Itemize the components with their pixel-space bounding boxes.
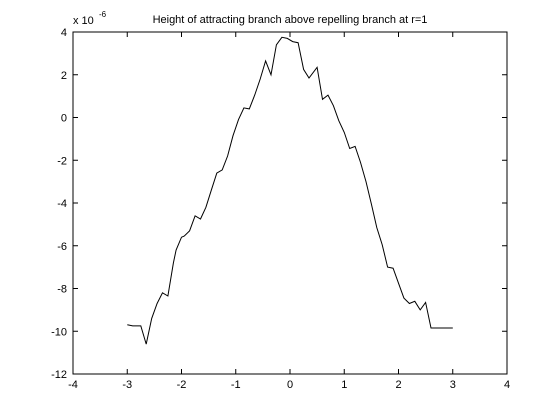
x-tick-label: 1 — [341, 379, 347, 391]
y-multiplier-exponent: -6 — [99, 10, 107, 19]
y-tick-label: 0 — [61, 113, 67, 125]
y-tick-label: -2 — [57, 155, 67, 167]
chart-title: Height of attracting branch above repell… — [153, 14, 428, 26]
y-tick-label: 4 — [61, 27, 67, 39]
x-tick-label: -4 — [68, 379, 78, 391]
x-tick-label: 3 — [450, 379, 456, 391]
y-tick-label: -8 — [57, 284, 67, 296]
x-tick-label: 4 — [504, 379, 510, 391]
y-multiplier-base: x 10 — [73, 15, 94, 27]
y-tick-label: -12 — [51, 369, 67, 381]
y-tick-label: -6 — [57, 241, 67, 253]
y-tick-label: 2 — [61, 70, 67, 82]
y-tick-label: -10 — [51, 326, 67, 338]
x-tick-label: -3 — [122, 379, 132, 391]
series-layer — [127, 36, 453, 345]
y-tick-label: -4 — [57, 198, 67, 210]
x-tick-label: -1 — [231, 379, 241, 391]
series-line — [127, 36, 453, 345]
x-tick-label: 2 — [395, 379, 401, 391]
x-tick-label: -2 — [177, 379, 187, 391]
x-tick-label: 0 — [287, 379, 293, 391]
